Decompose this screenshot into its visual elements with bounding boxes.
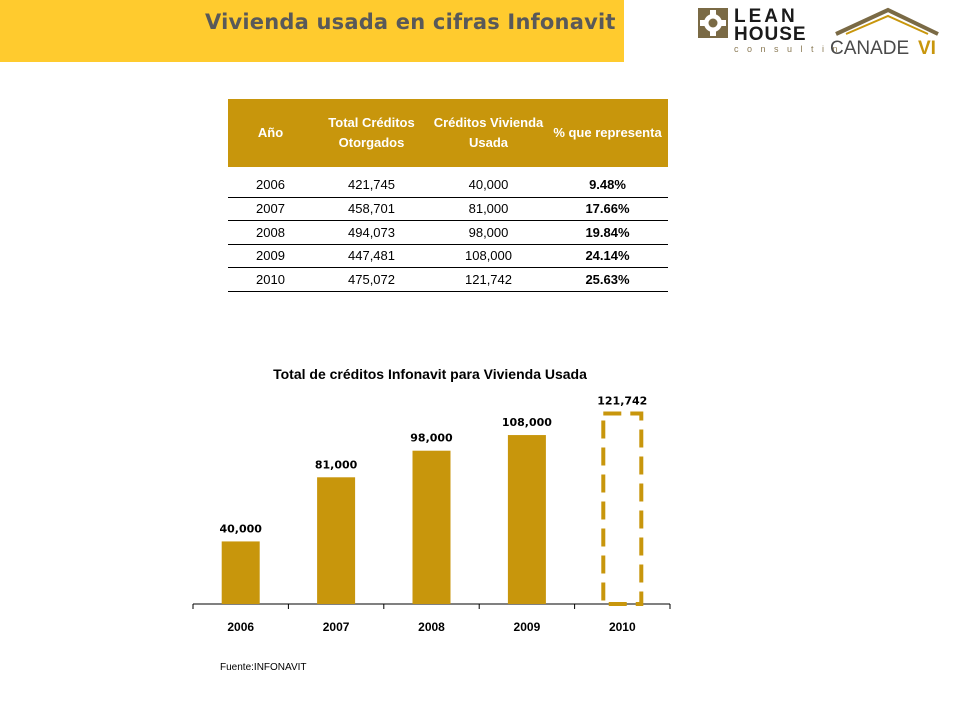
title-band xyxy=(0,0,624,62)
page-title: Vivienda usada en cifras Infonavit xyxy=(205,10,616,34)
col-header-used: Créditos Vivienda Usada xyxy=(430,99,547,167)
cell-used: 40,000 xyxy=(430,167,547,198)
data-label-2009: 108,000 xyxy=(502,416,552,429)
table-row: 2006 421,745 40,000 9.48% xyxy=(228,167,668,198)
col-header-year: Año xyxy=(228,99,313,167)
cell-total: 421,745 xyxy=(313,167,430,198)
cell-pct: 24.14% xyxy=(547,244,668,268)
canadevi-logo: CANADE VI xyxy=(830,7,939,59)
data-label-2006: 40,000 xyxy=(219,522,262,535)
logo-house-word: HOUSE xyxy=(734,24,807,45)
credits-table: Año Total Créditos Otorgados Créditos Vi… xyxy=(228,99,668,292)
col-header-total: Total Créditos Otorgados xyxy=(313,99,430,167)
data-label-2010: 121,742 xyxy=(597,395,647,408)
cell-year: 2010 xyxy=(228,267,313,292)
roof-icon xyxy=(835,7,939,36)
bar-2008 xyxy=(412,450,451,604)
bar-chart: Total de créditos Infonavit para Viviend… xyxy=(192,366,671,634)
x-tick-label-2008: 2008 xyxy=(418,620,445,634)
cell-total: 458,701 xyxy=(313,197,430,221)
bar-2007 xyxy=(317,477,356,604)
cell-total: 494,073 xyxy=(313,220,430,245)
cell-used: 98,000 xyxy=(430,220,547,245)
cell-year: 2006 xyxy=(228,167,313,198)
table-row: 2007 458,701 81,000 17.66% xyxy=(228,197,668,221)
cell-pct: 17.66% xyxy=(547,197,668,221)
cell-used: 108,000 xyxy=(430,244,547,268)
cell-pct: 9.48% xyxy=(547,167,668,198)
cell-year: 2007 xyxy=(228,197,313,221)
data-label-2008: 98,000 xyxy=(410,432,453,445)
cell-pct: 25.63% xyxy=(547,267,668,292)
source-note: Fuente:INFONAVIT xyxy=(220,662,307,673)
cell-used: 121,742 xyxy=(430,267,547,292)
lean-house-consulting-logo: LEAN HOUSE c o n s u l t i n g xyxy=(698,6,846,54)
logo-vi-word: VI xyxy=(918,38,936,59)
bars-layer: 40,000 2006 81,000 2007 98,000 2008 108,000 200… xyxy=(192,395,671,634)
cell-year: 2008 xyxy=(228,220,313,245)
cell-year: 2009 xyxy=(228,244,313,268)
cell-pct: 19.84% xyxy=(547,220,668,245)
table-row: 2009 447,481 108,000 24.14% xyxy=(228,244,668,268)
x-tick-label-2006: 2006 xyxy=(227,620,254,634)
cell-total: 447,481 xyxy=(313,244,430,268)
logo-consulting-word: c o n s u l t i n g xyxy=(734,44,846,54)
bar-2009 xyxy=(507,435,546,604)
chart-title: Total de créditos Infonavit para Viviend… xyxy=(273,366,587,382)
data-label-2007: 81,000 xyxy=(315,458,358,471)
bar-2006 xyxy=(221,541,260,604)
logo-canade-word: CANADE xyxy=(830,38,909,59)
x-tick-label-2007: 2007 xyxy=(323,620,350,634)
cell-used: 81,000 xyxy=(430,197,547,221)
table-header-row: Año Total Créditos Otorgados Créditos Vi… xyxy=(228,99,668,167)
x-tick-label-2010: 2010 xyxy=(609,620,636,634)
cell-total: 475,072 xyxy=(313,267,430,292)
bar-2010 xyxy=(601,411,644,606)
col-header-pct: % que representa xyxy=(547,99,668,167)
logo-lean-word: LEAN xyxy=(734,6,798,27)
x-tick-label-2009: 2009 xyxy=(514,620,541,634)
table-row: 2010 475,072 121,742 25.63% xyxy=(228,267,668,292)
logo-area: LEAN HOUSE c o n s u l t i n g CANADE VI xyxy=(630,0,960,62)
table-row: 2008 494,073 98,000 19.84% xyxy=(228,220,668,245)
